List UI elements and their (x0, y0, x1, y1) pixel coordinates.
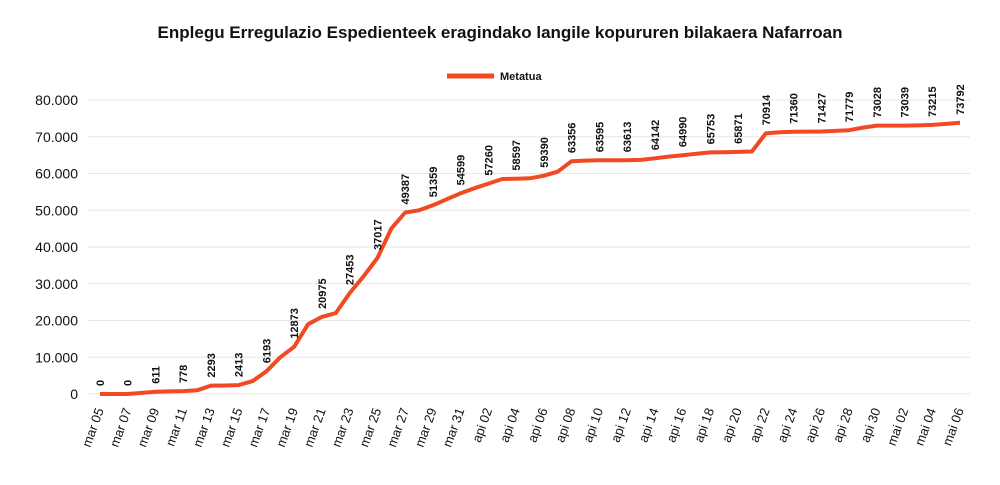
data-label: 2293 (206, 353, 218, 377)
x-tick-label: api 06 (524, 406, 550, 444)
x-tick-label: mar 05 (79, 406, 107, 449)
x-tick-label: api 28 (830, 406, 856, 444)
x-tick-label: mar 19 (273, 406, 301, 449)
y-tick-label: 20.000 (35, 313, 78, 329)
x-tick-label: api 08 (552, 406, 578, 444)
x-tick-label: mar 09 (134, 406, 162, 449)
x-tick-label: mar 29 (412, 406, 440, 449)
x-tick-label: mar 13 (190, 406, 218, 449)
y-tick-label: 30.000 (35, 276, 78, 292)
data-label: 73039 (900, 87, 912, 118)
data-label: 0 (123, 380, 135, 386)
data-label: 63613 (622, 122, 634, 153)
x-tick-label: api 10 (580, 406, 606, 444)
data-label: 73792 (955, 84, 967, 115)
data-line (100, 120, 961, 396)
data-label: 65753 (705, 114, 717, 145)
y-tick-label: 0 (70, 386, 78, 402)
x-tick-label: mar 23 (329, 406, 357, 449)
x-tick-label: api 16 (663, 406, 689, 444)
data-label: 49387 (400, 174, 412, 205)
data-label: 63595 (594, 122, 606, 153)
data-label: 27453 (345, 255, 357, 286)
y-tick-label: 70.000 (35, 129, 78, 145)
y-tick-label: 80.000 (35, 92, 78, 108)
x-tick-label: api 30 (857, 406, 883, 444)
data-label: 6193 (261, 339, 273, 363)
data-label: 64142 (650, 120, 662, 151)
data-label: 64990 (678, 117, 690, 148)
x-tick-label: api 22 (746, 406, 772, 444)
data-label: 73028 (872, 87, 884, 118)
y-tick-label: 50.000 (35, 202, 78, 218)
x-tick-label: mar 21 (301, 406, 329, 449)
y-tick-label: 60.000 (35, 166, 78, 182)
x-tick-label: api 14 (635, 406, 661, 444)
data-label: 0 (95, 380, 107, 386)
data-label: 37017 (372, 219, 384, 250)
data-label: 71360 (789, 93, 801, 124)
x-tick-label: mai 04 (912, 406, 939, 448)
data-label: 65871 (733, 113, 745, 144)
x-tick-label: mar 07 (107, 406, 135, 449)
x-tick-label: mar 17 (245, 406, 273, 449)
data-label: 70914 (761, 94, 773, 125)
x-tick-label: api 24 (774, 406, 800, 444)
data-label: 778 (178, 365, 190, 383)
data-label: 57260 (483, 145, 495, 176)
data-label: 63356 (567, 123, 579, 154)
x-tick-label: api 20 (719, 406, 745, 444)
x-tick-label: api 04 (497, 406, 523, 444)
x-tick-label: mai 02 (884, 406, 911, 448)
chart-title: Enplegu Erregulazio Espedienteek eragind… (158, 23, 843, 42)
x-tick-label: api 12 (608, 406, 634, 444)
x-tick-label: mar 11 (162, 406, 190, 448)
data-label: 73215 (927, 86, 939, 117)
data-label: 20975 (317, 278, 329, 309)
data-label: 12873 (289, 308, 301, 339)
data-label: 2413 (234, 353, 246, 377)
y-tick-label: 10.000 (35, 349, 78, 365)
data-label: 71779 (844, 92, 856, 123)
x-tick-label: api 26 (802, 406, 828, 444)
data-label: 59390 (539, 137, 551, 168)
data-label: 58597 (511, 140, 523, 171)
data-label: 71427 (816, 93, 828, 124)
y-tick-label: 40.000 (35, 239, 78, 255)
data-label: 51359 (428, 167, 440, 198)
legend-label: Metatua (500, 71, 542, 83)
x-tick-label: mar 25 (356, 406, 384, 449)
x-tick-label: mar 31 (440, 406, 468, 449)
x-tick-label: api 02 (469, 406, 495, 444)
x-tick-label: api 18 (691, 406, 717, 444)
x-tick-label: mar 27 (384, 406, 412, 449)
data-label: 611 (150, 366, 162, 384)
data-label: 54599 (456, 155, 468, 186)
x-tick-label: mar 15 (218, 406, 246, 449)
x-tick-label: mai 06 (939, 406, 966, 448)
